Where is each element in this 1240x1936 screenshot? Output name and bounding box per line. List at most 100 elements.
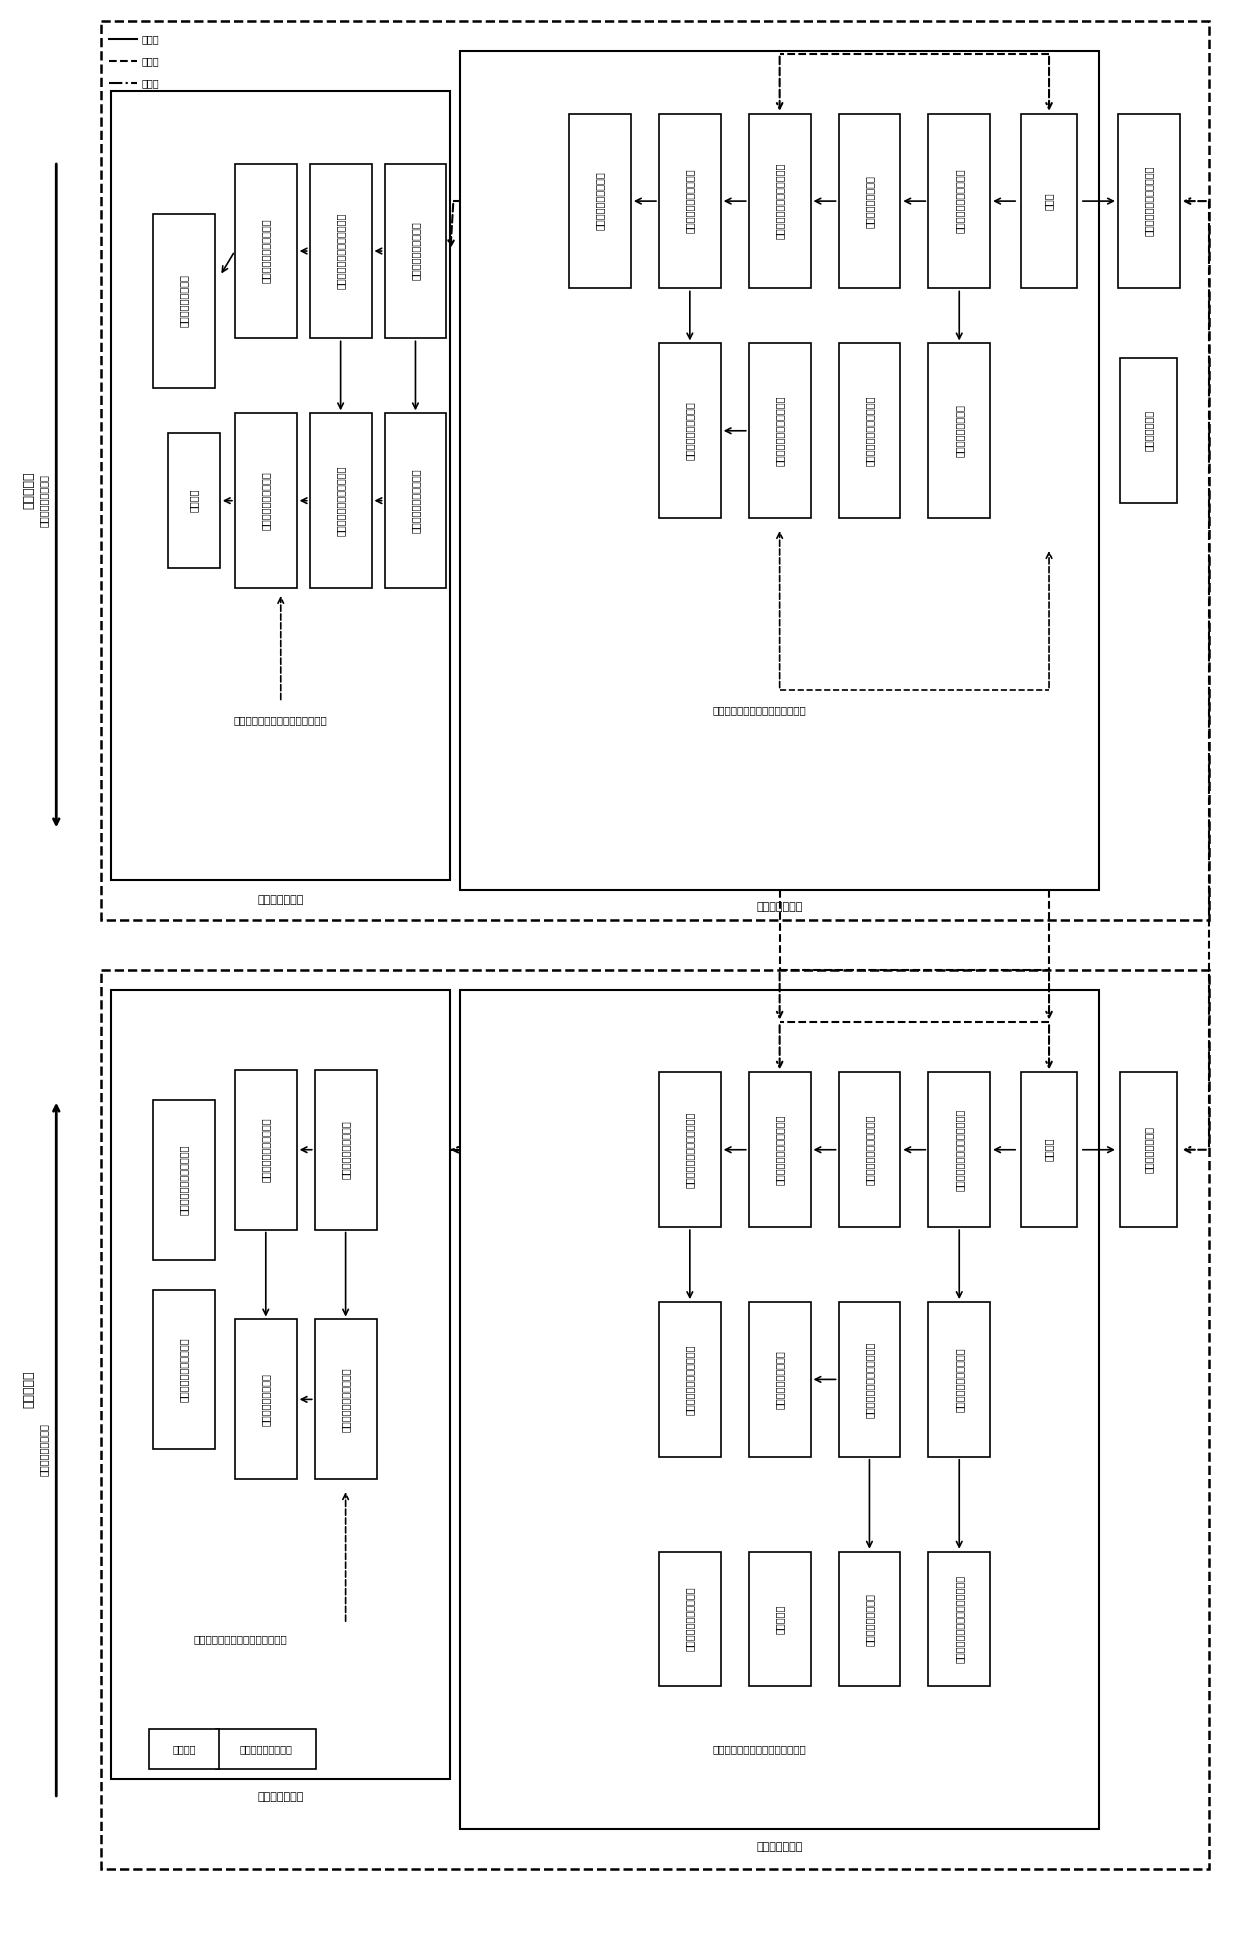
Bar xyxy=(310,412,372,589)
Text: 分离器三: 分离器三 xyxy=(172,1744,196,1754)
Text: 化学品级三氧化二铬产品: 化学品级三氧化二铬产品 xyxy=(260,219,270,283)
Text: 钠碳循环式干燥焙烧回转窑装置二: 钠碳循环式干燥焙烧回转窑装置二 xyxy=(713,705,806,716)
Text: 较笨方式三: 较笨方式三 xyxy=(22,472,36,509)
Text: 化学品级重鄂酸锂回收装置四: 化学品级重鄂酸锂回收装置四 xyxy=(684,1111,694,1189)
Text: 化学品级重鄂酸锂回收装置: 化学品级重鄂酸锂回收装置 xyxy=(864,395,874,467)
Text: 钠碳循环系统一: 钠碳循环系统一 xyxy=(258,894,304,906)
Text: 分布式改质加料: 分布式改质加料 xyxy=(1143,410,1153,451)
Bar xyxy=(838,114,900,288)
Bar xyxy=(153,1289,215,1450)
Text: 钠碳循环系统四: 钠碳循环系统四 xyxy=(756,1841,802,1851)
Text: 化学品级重鄂酸锂产品二: 化学品级重鄂酸锂产品二 xyxy=(410,469,420,532)
Bar xyxy=(929,343,991,519)
Text: 化学品级重鄂酸锂产品: 化学品级重鄂酸锂产品 xyxy=(595,172,605,230)
Bar xyxy=(658,343,720,519)
Bar xyxy=(838,1073,900,1227)
Bar xyxy=(929,1303,991,1456)
Text: 化学品级三氧化二铬回收装置: 化学品级三氧化二铬回收装置 xyxy=(336,213,346,288)
Text: 钠碳循环式干燥焙烧回转窑装置一: 钠碳循环式干燥焙烧回转窑装置一 xyxy=(234,716,327,726)
Text: 化学品级重鄂酸锂产品四二: 化学品级重鄂酸锂产品四二 xyxy=(684,1344,694,1415)
Text: 化学品级重鄂酸锂产品四: 化学品级重鄂酸锂产品四 xyxy=(684,1588,694,1651)
Text: 钠碳循环式干燥焙烧回转窑装置三: 钠碳循环式干燥焙烧回转窑装置三 xyxy=(193,1634,288,1644)
Bar xyxy=(1121,1073,1177,1227)
Text: 钠碳循环系统二: 钠碳循环系统二 xyxy=(756,902,802,912)
Text: 分离器: 分离器 xyxy=(1044,192,1054,209)
Bar xyxy=(384,412,446,589)
Bar xyxy=(749,1303,811,1456)
Text: 化学品级重鄂酸锂产品: 化学品级重鄂酸锂产品 xyxy=(410,221,420,281)
Text: 分离器四: 分离器四 xyxy=(1044,1138,1054,1162)
Bar xyxy=(102,21,1209,920)
Bar xyxy=(838,1303,900,1456)
Bar xyxy=(153,213,215,389)
Text: 化学品级氧化锂回收装置: 化学品级氧化锂回收装置 xyxy=(341,1367,351,1433)
Text: 化学品级氧化锂产品: 化学品级氧化锂产品 xyxy=(260,1373,270,1425)
Text: 生产钬酸锂系列产品: 生产钬酸锂系列产品 xyxy=(38,1423,48,1475)
Bar xyxy=(234,1320,296,1479)
Text: 化学品级氧化锂产品: 化学品级氧化锂产品 xyxy=(955,405,965,457)
Bar xyxy=(315,1320,377,1479)
Text: 化学品级三氧化二铬产品: 化学品级三氧化二铬产品 xyxy=(260,1117,270,1183)
Text: 回收三氧化二铬装置: 回收三氧化二铬装置 xyxy=(864,174,874,228)
Bar xyxy=(749,114,811,288)
Text: 分布式改质加料四: 分布式改质加料四 xyxy=(1143,1127,1153,1173)
Text: 分离器四二: 分离器四二 xyxy=(775,1605,785,1634)
Text: 气体流: 气体流 xyxy=(141,77,159,89)
Text: 化学品级氧化锂产品四: 化学品级氧化锂产品四 xyxy=(775,1349,785,1409)
Text: 化学品级三氧化二铬回收装置: 化学品级三氧化二铬回收装置 xyxy=(775,163,785,240)
Bar xyxy=(1121,358,1177,503)
Bar xyxy=(658,114,720,288)
Text: 回收三氧化二铬装置二: 回收三氧化二铬装置二 xyxy=(260,470,270,530)
Bar xyxy=(838,343,900,519)
Text: 化学品级重鄂酸锂产品: 化学品级重鄂酸锂产品 xyxy=(341,1121,351,1179)
Text: 分离器二: 分离器二 xyxy=(188,490,198,513)
Text: 化学品级三氧化二铬产品四: 化学品级三氧化二铬产品四 xyxy=(864,1115,874,1185)
Bar xyxy=(234,165,296,339)
Bar xyxy=(658,1073,720,1227)
Text: 固体流: 固体流 xyxy=(141,35,159,45)
Bar xyxy=(838,1551,900,1686)
Bar xyxy=(112,989,450,1779)
Bar xyxy=(658,1303,720,1456)
Bar xyxy=(1021,114,1078,288)
Text: 化学品级三氧化二铬产品四二: 化学品级三氧化二铬产品四二 xyxy=(864,1342,874,1417)
Bar xyxy=(315,1071,377,1229)
Bar xyxy=(102,970,1209,1868)
Text: 液化流: 液化流 xyxy=(141,56,159,66)
Text: 化学品级三氧化二铬回收装置四: 化学品级三氧化二铬回收装置四 xyxy=(955,1109,965,1191)
Text: 化学品级重鄂酸锂回收装置: 化学品级重鄂酸锂回收装置 xyxy=(179,1144,188,1216)
Text: 化学品级重鄂酸锂产品二: 化学品级重鄂酸锂产品二 xyxy=(179,1338,188,1402)
Text: 钠碳循环式干燥焙烧回转窑装置四: 钠碳循环式干燥焙烧回转窑装置四 xyxy=(713,1744,806,1754)
Bar xyxy=(216,1729,316,1770)
Text: 钠碳循环山地设备三: 钠碳循环山地设备三 xyxy=(239,1744,293,1754)
Text: 化学品级三氧化二铬产品二: 化学品级三氧化二铬产品二 xyxy=(775,395,785,467)
Text: 生产钬酸锂系列产品: 生产钬酸锂系列产品 xyxy=(38,474,48,527)
Bar xyxy=(569,114,631,288)
Text: 较笨方式四: 较笨方式四 xyxy=(22,1371,36,1407)
Bar xyxy=(1118,114,1179,288)
Text: 化学品级三氧化二铬产品二: 化学品级三氧化二铬产品二 xyxy=(336,465,346,536)
Bar xyxy=(167,434,219,567)
Bar xyxy=(310,165,372,339)
Text: 化学品级重鄂酸锂产品四: 化学品级重鄂酸锂产品四 xyxy=(955,1347,965,1411)
Bar xyxy=(749,1073,811,1227)
Text: 化学品级三氧化二铬回收装置四二: 化学品级三氧化二铬回收装置四二 xyxy=(955,1576,965,1663)
Text: 钠碳循环系统三: 钠碳循环系统三 xyxy=(258,1793,304,1802)
Text: 化学品级氧化锂回收装置: 化学品级氧化锂回收装置 xyxy=(684,168,694,234)
Text: 钠碳循环山地设备四: 钠碳循环山地设备四 xyxy=(864,1593,874,1646)
Bar xyxy=(234,412,296,589)
Bar xyxy=(460,52,1099,891)
Text: 化学品级氧化锂产品二: 化学品级氧化锂产品二 xyxy=(684,401,694,461)
Bar xyxy=(460,989,1099,1830)
Bar xyxy=(929,1073,991,1227)
Bar xyxy=(929,114,991,288)
Text: 化学品级氧化锂产品: 化学品级氧化锂产品 xyxy=(179,275,188,327)
Bar xyxy=(1021,1073,1078,1227)
Bar xyxy=(112,91,450,881)
Text: 化学品级三氧化二铬产品三: 化学品级三氧化二铬产品三 xyxy=(1143,166,1153,236)
Bar xyxy=(929,1551,991,1686)
Bar xyxy=(234,1071,296,1229)
Bar xyxy=(658,1551,720,1686)
Bar xyxy=(749,1551,811,1686)
Bar xyxy=(384,165,446,339)
